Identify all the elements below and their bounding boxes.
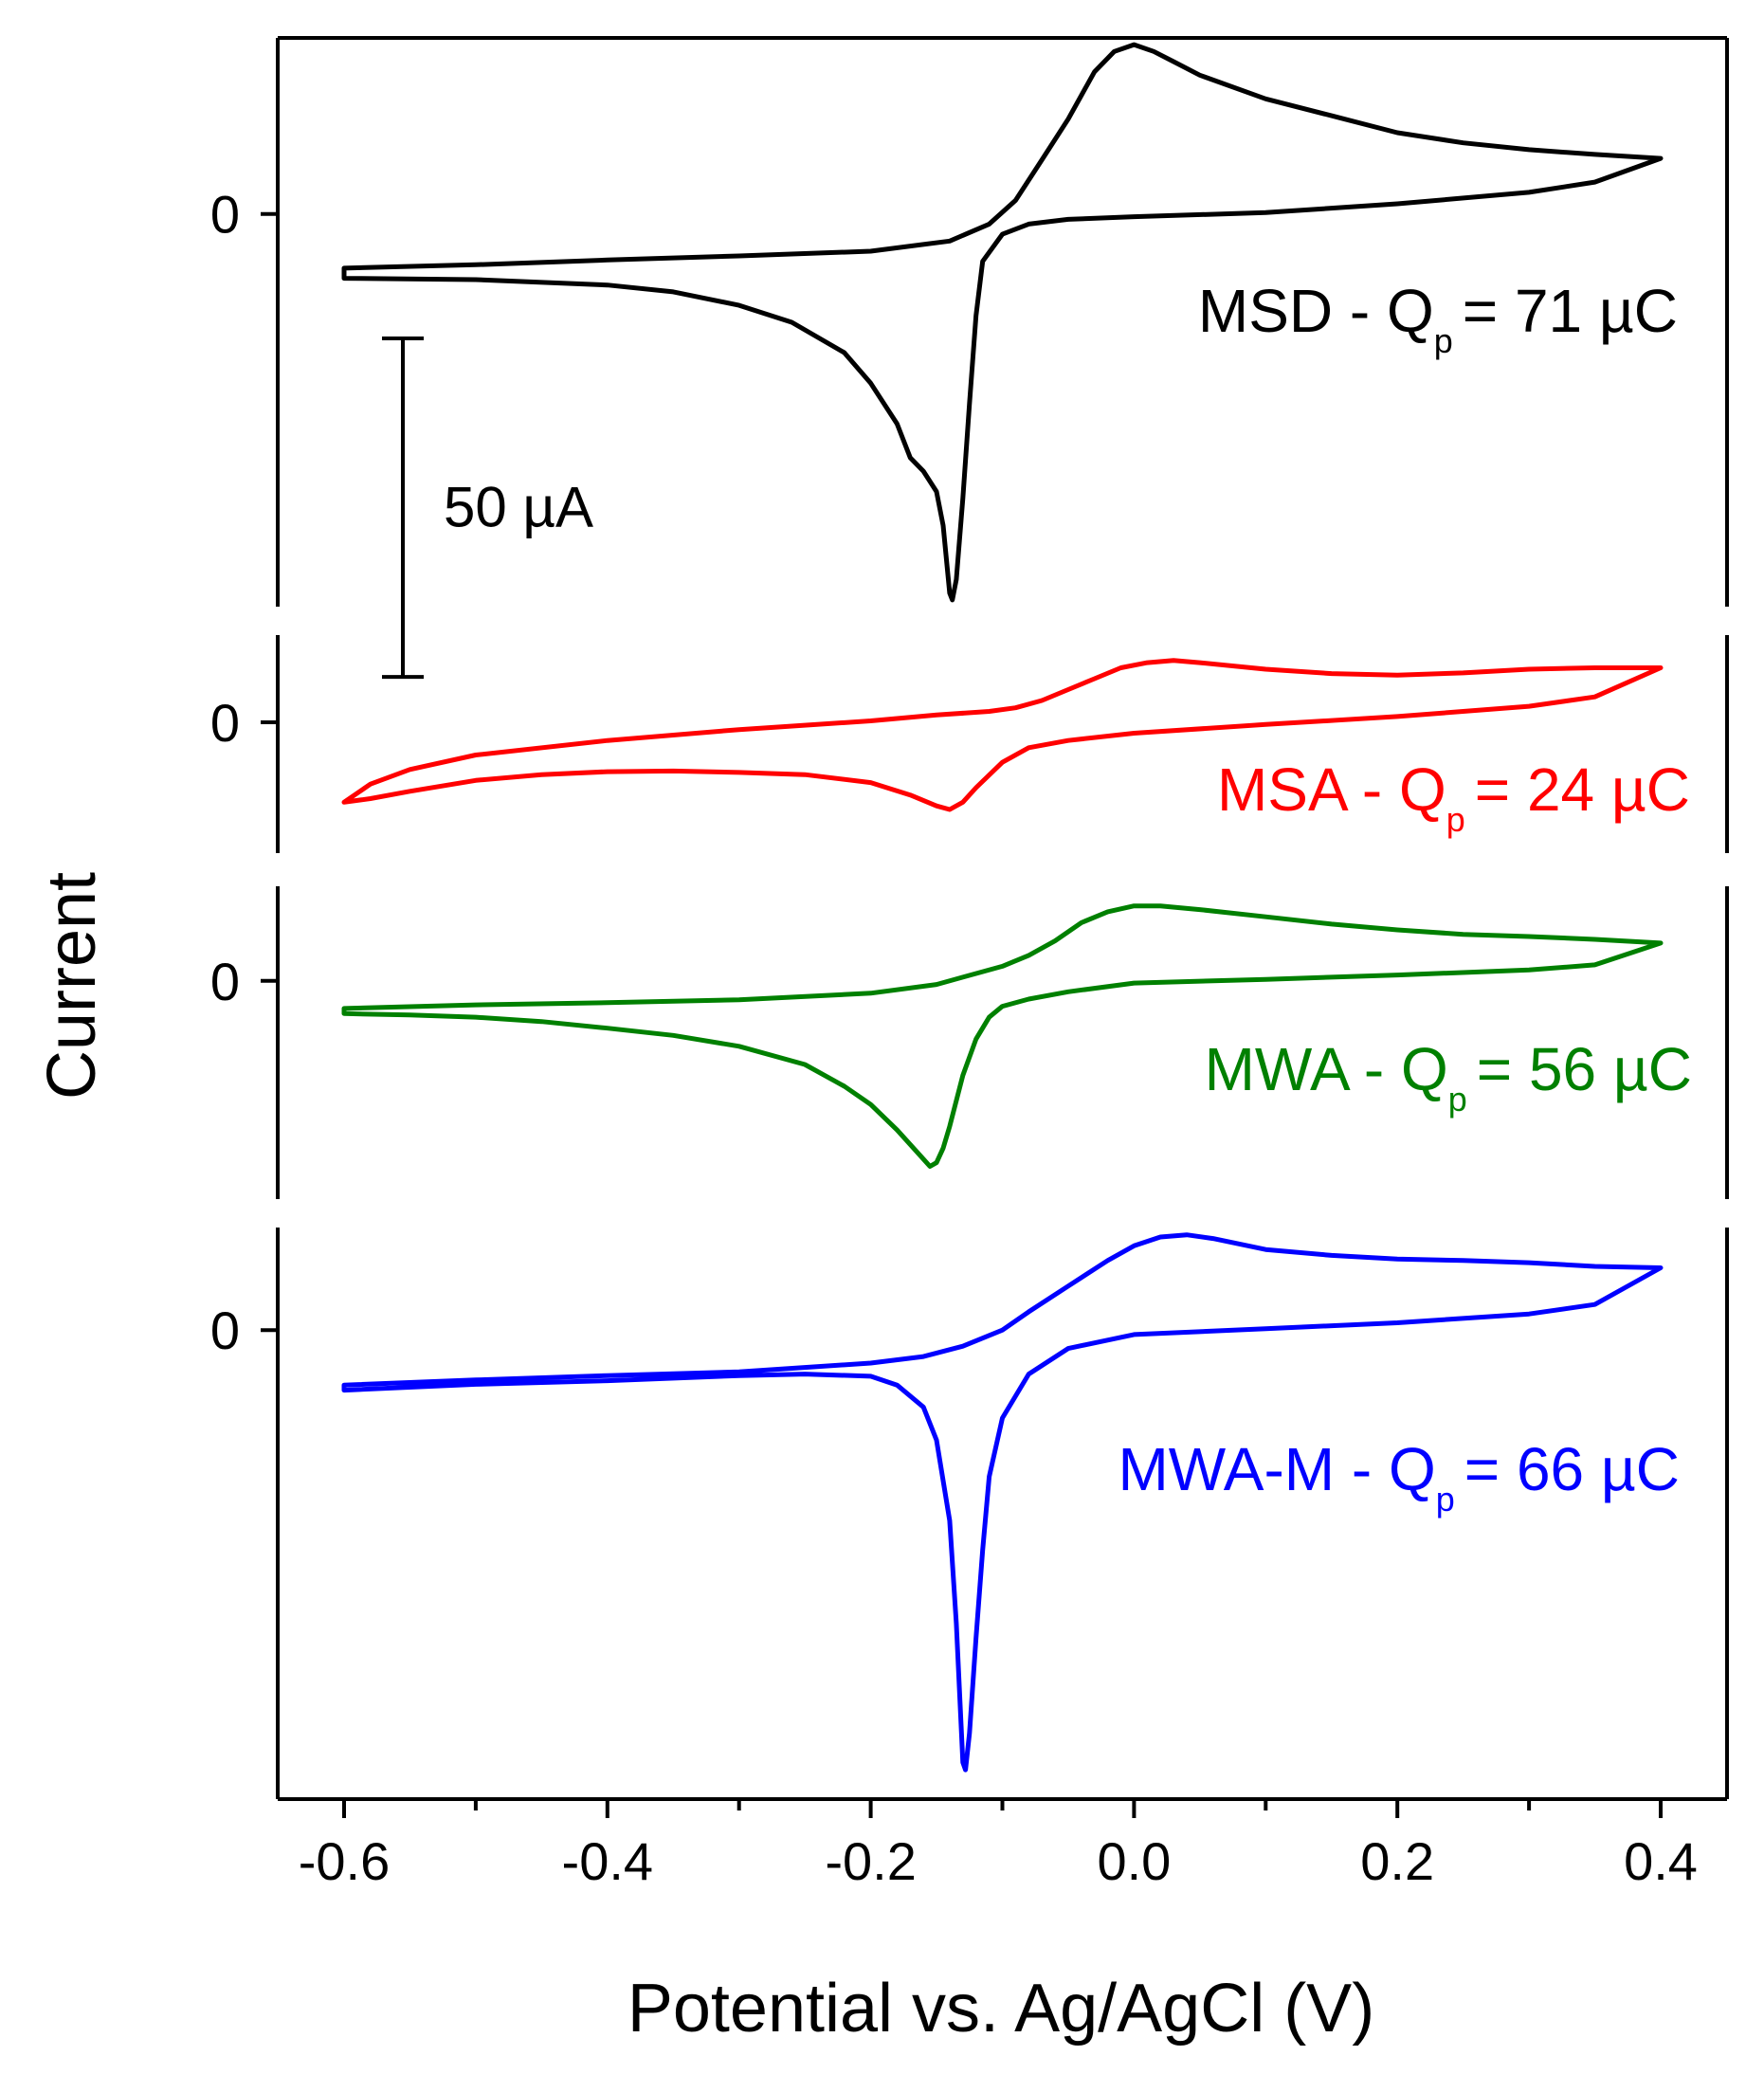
annotation-name: MSD - Q <box>1198 277 1434 345</box>
scale-bar-label: 50 µA <box>444 476 593 539</box>
x-tick-label: -0.4 <box>562 1831 654 1891</box>
panel-mwa: 0 MWA - Qp = 56 µC <box>210 903 1692 1169</box>
annotation-name: MWA - Q <box>1205 1035 1448 1103</box>
annotation-name: MSA - Q <box>1217 755 1446 824</box>
annotation-subscript: p <box>1448 1080 1467 1119</box>
y-axis-title: Current <box>34 872 110 1100</box>
panel-mwa-m: 0 MWA-M - Qp = 66 µC <box>210 1232 1680 1773</box>
x-tick-label: 0.2 <box>1360 1831 1434 1891</box>
annotation-value: = 71 µC <box>1463 277 1678 345</box>
series-annotation: MWA - Qp = 56 µC <box>1205 1035 1692 1119</box>
cv-curve-mwa <box>341 903 1664 1169</box>
zero-label: 0 <box>210 952 240 1011</box>
x-tick-label: -0.2 <box>825 1831 917 1891</box>
x-tick-label: 0.0 <box>1097 1831 1171 1891</box>
annotation-value: = 56 µC <box>1477 1035 1692 1103</box>
scale-bar: 50 µA <box>382 337 593 680</box>
cv-curve-msd <box>341 42 1664 603</box>
annotation-value: = 24 µC <box>1475 755 1690 824</box>
annotation-value: = 66 µC <box>1464 1435 1680 1503</box>
annotation-name: MWA-M - Q <box>1118 1435 1435 1503</box>
panel-msa: 0 MSA - Qp = 24 µC <box>210 658 1690 839</box>
series-annotation: MSD - Qp = 71 µC <box>1198 277 1678 360</box>
x-axis-title: Potential vs. Ag/AgCl (V) <box>627 1971 1374 2047</box>
panel-msd: 0 MSD - Qp = 71 µC <box>210 42 1678 603</box>
zero-label: 0 <box>210 185 240 245</box>
cv-curve-mwa-m <box>341 1232 1664 1773</box>
annotation-subscript: p <box>1446 800 1465 839</box>
x-tick-label: 0.4 <box>1624 1831 1698 1891</box>
cv-curve-msa <box>341 658 1664 812</box>
plot-frame <box>276 36 1729 1801</box>
x-tick-label: -0.6 <box>299 1831 391 1891</box>
zero-label: 0 <box>210 693 240 753</box>
x-axis: -0.6 -0.4 -0.2 0.0 0.2 0.4 <box>299 1799 1698 1891</box>
series-annotation: MWA-M - Qp = 66 µC <box>1118 1435 1680 1519</box>
series-annotation: MSA - Qp = 24 µC <box>1217 755 1690 839</box>
annotation-subscript: p <box>1436 1480 1455 1519</box>
zero-label: 0 <box>210 1301 240 1360</box>
annotation-subscript: p <box>1434 321 1453 360</box>
